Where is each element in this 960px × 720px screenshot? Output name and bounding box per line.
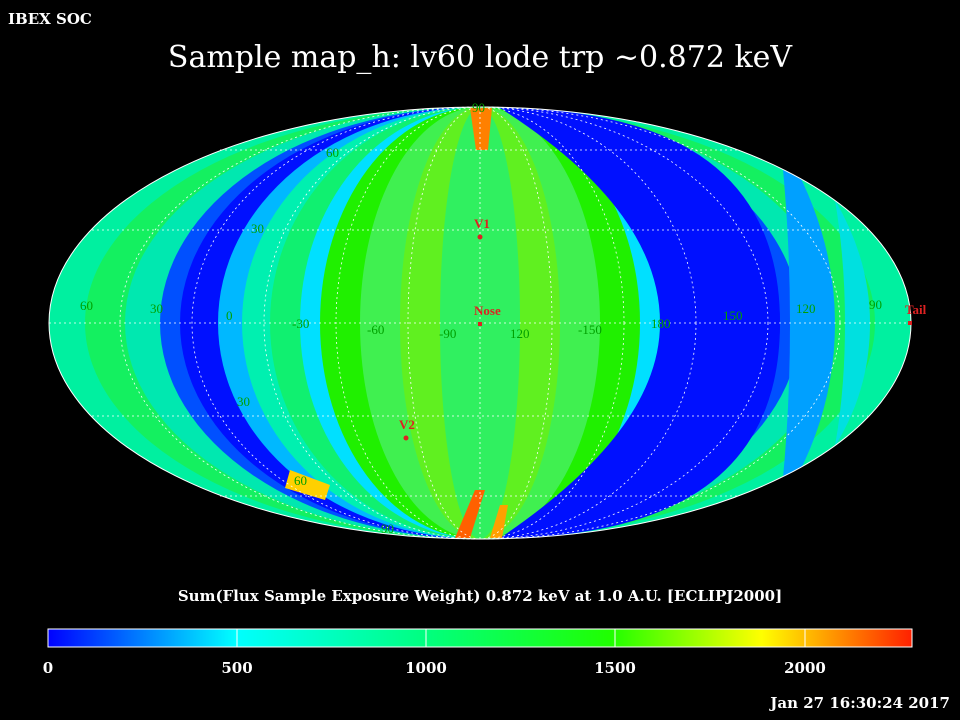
lon-label: -150 [578, 322, 602, 337]
lat-label: 60 [326, 145, 339, 160]
marker-dot [478, 322, 482, 326]
lon-label: -30 [292, 316, 309, 331]
marker-dot [908, 321, 912, 325]
lat-label: 90 [381, 521, 394, 536]
lat-label: 60 [294, 473, 307, 488]
org-label: IBEX SOC [8, 10, 92, 28]
marker-dot [403, 435, 409, 441]
marker-v1: V1 [474, 216, 490, 240]
marker-label: V1 [474, 216, 490, 231]
marker-nose: Nose [474, 303, 501, 326]
colorbar-tick-label: 1500 [594, 659, 636, 677]
timestamp: Jan 27 16:30:24 2017 [770, 694, 950, 712]
lon-label: 120 [796, 301, 816, 316]
colorbar-tick-label: 500 [221, 659, 253, 677]
lon-label: 0 [226, 308, 233, 323]
marker-v2: V2 [399, 417, 415, 441]
lon-label: 120 [510, 326, 530, 341]
marker-tail: Tail [905, 302, 927, 325]
lon-label: 90 [869, 297, 882, 312]
colorbar [47, 628, 913, 648]
lon-label: 150 [723, 308, 743, 323]
lat-label: 90 [472, 100, 485, 115]
colorbar-gradient [47, 628, 913, 648]
lon-labels: 60 30 0 -30 -60 -90 120 -150 180 150 120… [80, 297, 882, 341]
lon-label: 30 [150, 301, 163, 316]
lon-label: 180 [651, 316, 671, 331]
marker-dot [477, 234, 483, 240]
markers: V1 Nose V2 Tail [399, 216, 927, 441]
colorbar-tick-label: 0 [42, 659, 54, 677]
colorbar-tick-label: 1000 [405, 659, 447, 677]
marker-label: V2 [399, 417, 415, 432]
lat-labels: 90 60 30 30 60 90 [237, 100, 485, 536]
lon-label: 60 [80, 298, 93, 313]
lon-label: -90 [439, 326, 456, 341]
lat-label: 30 [251, 221, 264, 236]
page-title: Sample map_h: lv60 lode trp ~0.872 keV [167, 40, 793, 75]
colorbar-title: Sum(Flux Sample Exposure Weight) 0.872 k… [177, 587, 783, 605]
colorbar-tick-label: 2000 [784, 659, 826, 677]
lat-label: 30 [237, 394, 250, 409]
marker-label: Tail [905, 302, 927, 317]
marker-label: Nose [474, 303, 501, 318]
lon-label: -60 [367, 322, 384, 337]
colorbar-ticks [236, 629, 806, 647]
